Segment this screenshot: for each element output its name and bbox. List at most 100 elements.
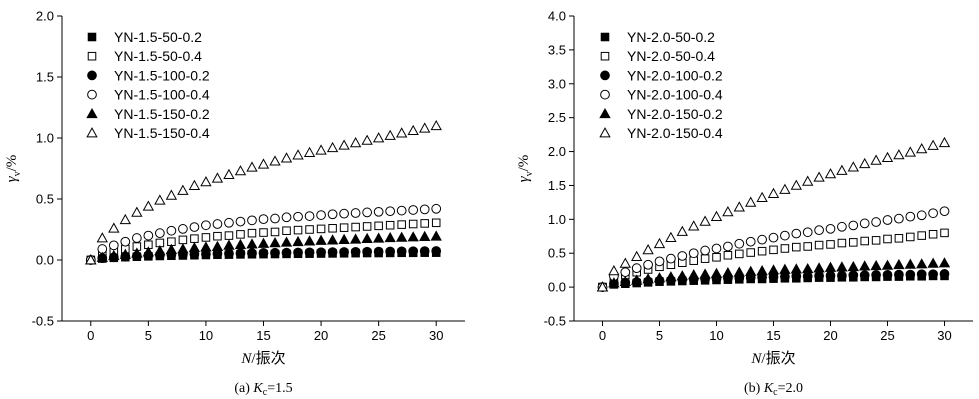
data-point (142, 200, 155, 211)
data-point (373, 206, 384, 217)
x-tick-label: 20 (823, 328, 837, 343)
data-point (859, 157, 871, 169)
data-point (757, 234, 767, 245)
data-point (848, 220, 859, 231)
data-point (224, 231, 234, 240)
data-point (928, 269, 938, 280)
data-point (304, 247, 315, 258)
data-point (120, 236, 131, 247)
data-point (108, 222, 120, 233)
data-point (246, 161, 258, 172)
y-axis-variable: γ (516, 175, 532, 182)
legend-marker (600, 51, 610, 61)
data-point (292, 149, 304, 160)
legend-marker (87, 32, 97, 42)
data-point (928, 208, 938, 219)
data-point (131, 233, 142, 243)
data-point (780, 230, 790, 241)
y-tick-label: 1.5 (36, 70, 54, 85)
x-axis-variable: N (240, 351, 252, 367)
data-point (677, 251, 688, 261)
panel-caption: (b) Kc=2.0 (744, 381, 803, 398)
data-point (246, 238, 258, 249)
y-axis-title: γv/% (4, 155, 23, 183)
data-point (723, 241, 733, 252)
legend-marker (86, 127, 98, 138)
caption-prefix: (b) (744, 381, 764, 396)
data-point (408, 205, 419, 215)
data-point (282, 226, 291, 235)
data-point (870, 259, 882, 271)
data-point (247, 248, 257, 259)
data-point (608, 277, 620, 288)
y-tick-label: 2.0 (548, 144, 566, 159)
data-point (257, 158, 270, 169)
data-point (916, 210, 927, 221)
y-tick-label: 2.5 (548, 110, 566, 125)
series-YN-1.5-100-0.4 (85, 203, 442, 265)
data-point (802, 271, 813, 282)
data-point (385, 246, 396, 257)
data-point (859, 260, 871, 271)
data-point (350, 246, 361, 257)
data-point (235, 248, 246, 259)
legend-marker (87, 51, 97, 61)
x-tick-label: 30 (937, 328, 951, 343)
data-point (905, 269, 916, 280)
data-point (722, 206, 734, 217)
data-point (620, 267, 631, 278)
data-point (188, 179, 201, 190)
caption-value: =1.5 (267, 381, 292, 396)
data-point (825, 223, 836, 234)
x-axis-title: N/振次 (750, 350, 795, 367)
data-point (200, 241, 212, 252)
data-point (894, 234, 904, 243)
data-point (362, 246, 372, 257)
y-axis-variable: γ (4, 175, 20, 182)
data-point (190, 234, 199, 243)
data-point (847, 161, 859, 172)
data-point (825, 270, 836, 281)
x-tick-label: 5 (145, 328, 152, 343)
data-point (374, 221, 383, 231)
data-point (419, 246, 430, 256)
data-point (642, 273, 654, 284)
data-point (619, 257, 631, 268)
legend-marker (600, 89, 610, 100)
x-tick-label: 0 (599, 328, 606, 343)
data-point (258, 214, 269, 225)
data-point (270, 227, 280, 237)
data-point (745, 236, 756, 247)
data-point (837, 238, 847, 248)
legend-label: YN-2.0-100-0.2 (627, 67, 723, 83)
data-point (303, 146, 316, 158)
data-point (224, 217, 234, 228)
data-point (802, 227, 813, 238)
x-axis-unit: /振次 (251, 350, 285, 367)
data-point (722, 267, 734, 278)
data-point (676, 225, 688, 236)
data-point (396, 246, 407, 257)
data-point (407, 231, 419, 242)
data-point (619, 275, 631, 287)
data-point (792, 242, 801, 252)
data-point (791, 228, 802, 239)
data-point (894, 269, 904, 280)
data-point (860, 236, 869, 246)
legend-marker (599, 127, 611, 138)
data-point (362, 222, 372, 231)
data-point (339, 247, 349, 257)
data-point (407, 124, 419, 136)
data-point (756, 191, 768, 203)
data-point (905, 211, 916, 222)
data-point (166, 225, 177, 236)
data-point (790, 179, 802, 190)
data-point (938, 257, 951, 268)
y-axis-unit: /% (4, 155, 20, 172)
legend-marker (86, 107, 98, 119)
x-tick-label: 15 (766, 328, 780, 343)
data-point (883, 234, 892, 244)
x-tick-label: 25 (880, 328, 894, 343)
data-point (234, 238, 247, 250)
x-axis-variable: N (750, 351, 762, 367)
